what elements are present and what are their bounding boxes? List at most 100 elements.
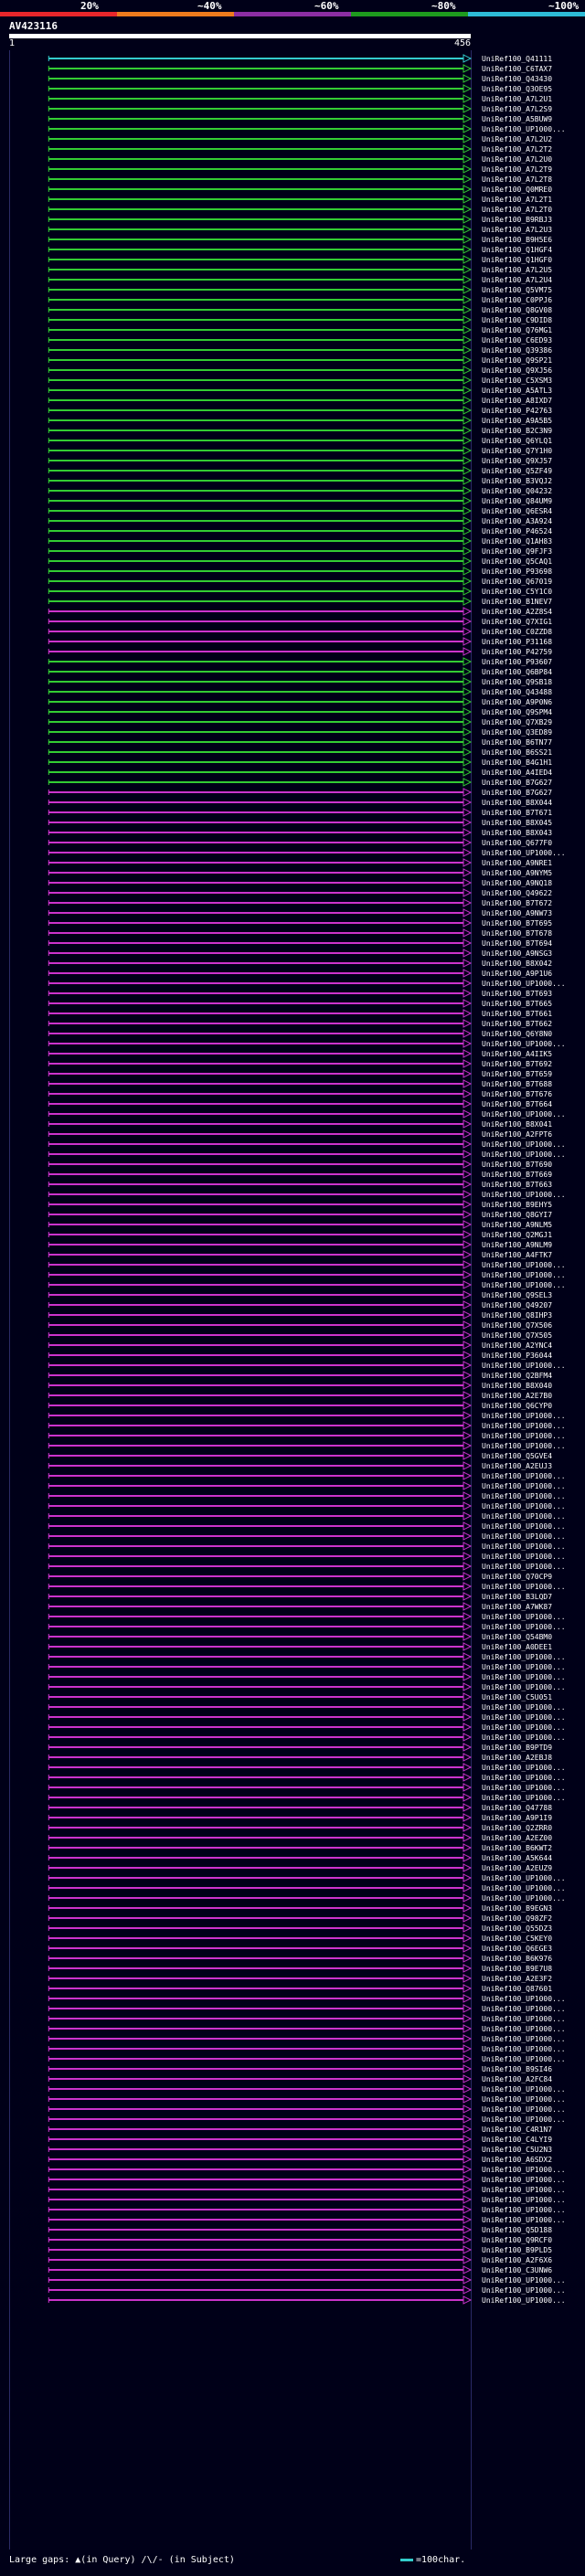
hit-label[interactable]: UniRef100_UP1000... xyxy=(482,1150,566,1159)
hit-label[interactable]: UniRef100_UP1000... xyxy=(482,1703,566,1712)
hit-label[interactable]: UniRef100_UP1000... xyxy=(482,1482,566,1490)
hit-label[interactable]: UniRef100_Q76MG1 xyxy=(482,326,553,334)
hit-label[interactable]: UniRef100_UP1000... xyxy=(482,1492,566,1500)
hit-label[interactable]: UniRef100_Q9SEL3 xyxy=(482,1291,553,1299)
hit-label[interactable]: UniRef100_Q54BM0 xyxy=(482,1633,553,1641)
hit-label[interactable]: UniRef100_UP1000... xyxy=(482,980,566,988)
hit-label[interactable]: UniRef100_Q9FJF3 xyxy=(482,547,553,556)
hit-label[interactable]: UniRef100_B7T659 xyxy=(482,1070,553,1078)
hit-label[interactable]: UniRef100_A2Z8S4 xyxy=(482,608,553,616)
hit-label[interactable]: UniRef100_UP1000... xyxy=(482,1553,566,1561)
hit-label[interactable]: UniRef100_C5U2N3 xyxy=(482,2146,553,2154)
hit-label[interactable]: UniRef100_B8X042 xyxy=(482,959,553,968)
hit-label[interactable]: UniRef100_UP1000... xyxy=(482,1995,566,2003)
hit-label[interactable]: UniRef100_Q7Y1H0 xyxy=(482,447,553,455)
hit-label[interactable]: UniRef100_B9EHY5 xyxy=(482,1201,553,1209)
hit-label[interactable]: UniRef100_UP1000... xyxy=(482,1683,566,1691)
hit-label[interactable]: UniRef100_UP1000... xyxy=(482,1502,566,1511)
hit-label[interactable]: UniRef100_Q47788 xyxy=(482,1804,553,1812)
hit-label[interactable]: UniRef100_B3VQJ2 xyxy=(482,477,553,485)
hit-label[interactable]: UniRef100_UP1000... xyxy=(482,1874,566,1882)
hit-label[interactable]: UniRef100_Q43488 xyxy=(482,688,553,696)
hit-label[interactable]: UniRef100_UP1000... xyxy=(482,2055,566,2063)
hit-label[interactable]: UniRef100_UP1000... xyxy=(482,1422,566,1430)
hit-label[interactable]: UniRef100_Q43430 xyxy=(482,75,553,83)
hit-label[interactable]: UniRef100_A4IIK5 xyxy=(482,1050,553,1058)
hit-label[interactable]: UniRef100_B8X040 xyxy=(482,1382,553,1390)
hit-label[interactable]: UniRef100_UP1000... xyxy=(482,1613,566,1621)
hit-label[interactable]: UniRef100_Q04232 xyxy=(482,487,553,495)
hit-label[interactable]: UniRef100_Q7XB29 xyxy=(482,718,553,726)
hit-label[interactable]: UniRef100_C0ZZD8 xyxy=(482,628,553,636)
hit-label[interactable]: UniRef100_UP1000... xyxy=(482,2276,566,2284)
hit-label[interactable]: UniRef100_A2EBJ8 xyxy=(482,1754,553,1762)
hit-label[interactable]: UniRef100_A9P1I9 xyxy=(482,1814,553,1822)
hit-label[interactable]: UniRef100_Q1HGF0 xyxy=(482,256,553,264)
hit-label[interactable]: UniRef100_A7L2U5 xyxy=(482,266,553,274)
hit-label[interactable]: UniRef100_Q6EGE3 xyxy=(482,1945,553,1953)
hit-label[interactable]: UniRef100_A7L2T0 xyxy=(482,206,553,214)
hit-label[interactable]: UniRef100_Q7X505 xyxy=(482,1331,553,1340)
hit-label[interactable]: UniRef100_C6TAX7 xyxy=(482,65,553,73)
hit-label[interactable]: UniRef100_UP1000... xyxy=(482,1472,566,1480)
hit-label[interactable]: UniRef100_Q70CP9 xyxy=(482,1573,553,1581)
hit-label[interactable]: UniRef100_P93698 xyxy=(482,567,553,576)
hit-label[interactable]: UniRef100_A2YNC4 xyxy=(482,1341,553,1350)
hit-label[interactable]: UniRef100_UP1000... xyxy=(482,2085,566,2094)
hit-label[interactable]: UniRef100_Q9XJ57 xyxy=(482,457,553,465)
hit-label[interactable]: UniRef100_A3A924 xyxy=(482,517,553,525)
hit-label[interactable]: UniRef100_UP1000... xyxy=(482,1522,566,1531)
hit-label[interactable]: UniRef100_A9NYM5 xyxy=(482,869,553,877)
hit-label[interactable]: UniRef100_UP1000... xyxy=(482,2095,566,2104)
hit-label[interactable]: UniRef100_UP1000... xyxy=(482,1794,566,1802)
hit-label[interactable]: UniRef100_A2E3F2 xyxy=(482,1975,553,1983)
hit-label[interactable]: UniRef100_C5Y1C0 xyxy=(482,588,553,596)
hit-label[interactable]: UniRef100_A5K644 xyxy=(482,1854,553,1862)
hit-label[interactable]: UniRef100_B7T664 xyxy=(482,1100,553,1108)
hit-label[interactable]: UniRef100_Q9SP21 xyxy=(482,356,553,365)
hit-label[interactable]: UniRef100_A7L2U0 xyxy=(482,155,553,164)
hit-label[interactable]: UniRef100_UP1000... xyxy=(482,2286,566,2295)
hit-label[interactable]: UniRef100_B7T671 xyxy=(482,809,553,817)
hit-label[interactable]: UniRef100_C5XSM3 xyxy=(482,376,553,385)
hit-label[interactable]: UniRef100_A5BUW9 xyxy=(482,115,553,123)
hit-label[interactable]: UniRef100_UP1000... xyxy=(482,2035,566,2043)
hit-label[interactable]: UniRef100_C9DID8 xyxy=(482,316,553,324)
hit-label[interactable]: UniRef100_B9H5E6 xyxy=(482,236,553,244)
hit-label[interactable]: UniRef100_B7G627 xyxy=(482,779,553,787)
hit-label[interactable]: UniRef100_B9PTD9 xyxy=(482,1744,553,1752)
hit-label[interactable]: UniRef100_Q8GV08 xyxy=(482,306,553,314)
hit-label[interactable]: UniRef100_C0PPJ6 xyxy=(482,296,553,304)
hit-label[interactable]: UniRef100_UP1000... xyxy=(482,1653,566,1661)
hit-label[interactable]: UniRef100_UP1000... xyxy=(482,2186,566,2194)
hit-label[interactable]: UniRef100_B1NEV7 xyxy=(482,598,553,606)
hit-label[interactable]: UniRef100_UP1000... xyxy=(482,1764,566,1772)
hit-label[interactable]: UniRef100_UP1000... xyxy=(482,1281,566,1289)
hit-label[interactable]: UniRef100_B4G1H1 xyxy=(482,758,553,767)
hit-label[interactable]: UniRef100_A2FPT6 xyxy=(482,1130,553,1139)
hit-label[interactable]: UniRef100_A7L2T8 xyxy=(482,175,553,184)
hit-label[interactable]: UniRef100_Q6CYP0 xyxy=(482,1402,553,1410)
hit-label[interactable]: UniRef100_A7WK87 xyxy=(482,1603,553,1611)
hit-label[interactable]: UniRef100_UP1000... xyxy=(482,1723,566,1732)
hit-label[interactable]: UniRef100_P31168 xyxy=(482,638,553,646)
hit-label[interactable]: UniRef100_B9RBJ3 xyxy=(482,216,553,224)
hit-label[interactable]: UniRef100_UP1000... xyxy=(482,2216,566,2224)
hit-label[interactable]: UniRef100_UP1000... xyxy=(482,1110,566,1118)
hit-label[interactable]: UniRef100_UP1000... xyxy=(482,2196,566,2204)
hit-label[interactable]: UniRef100_UP1000... xyxy=(482,1673,566,1681)
hit-label[interactable]: UniRef100_B6TN77 xyxy=(482,738,553,747)
hit-label[interactable]: UniRef100_UP1000... xyxy=(482,1442,566,1450)
hit-label[interactable]: UniRef100_B7T690 xyxy=(482,1161,553,1169)
hit-label[interactable]: UniRef100_UP1000... xyxy=(482,1784,566,1792)
hit-label[interactable]: UniRef100_A7L2T9 xyxy=(482,165,553,174)
hit-label[interactable]: UniRef100_B7T676 xyxy=(482,1090,553,1098)
hit-label[interactable]: UniRef100_A0DEE1 xyxy=(482,1643,553,1651)
hit-label[interactable]: UniRef100_UP1000... xyxy=(482,1663,566,1671)
hit-label[interactable]: UniRef100_Q98ZF2 xyxy=(482,1914,553,1923)
hit-label[interactable]: UniRef100_B7T688 xyxy=(482,1080,553,1088)
hit-label[interactable]: UniRef100_B8X045 xyxy=(482,819,553,827)
hit-label[interactable]: UniRef100_A2FC84 xyxy=(482,2075,553,2083)
hit-label[interactable]: UniRef100_P36044 xyxy=(482,1352,553,1360)
hit-label[interactable]: UniRef100_B8X041 xyxy=(482,1120,553,1129)
